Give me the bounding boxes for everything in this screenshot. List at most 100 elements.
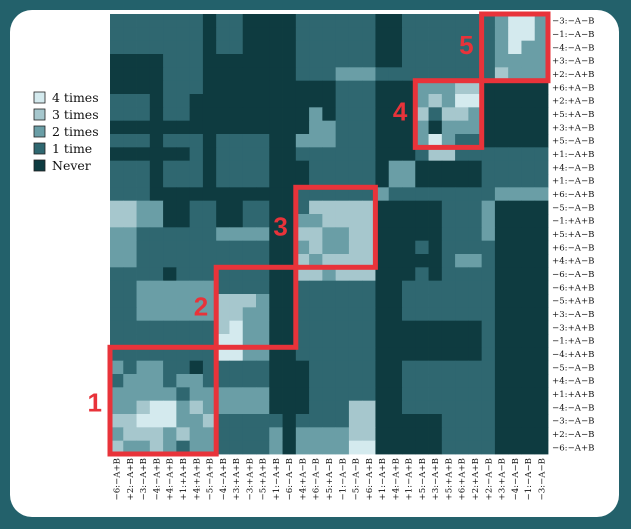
heatmap-cell <box>415 14 429 28</box>
heatmap-cell <box>189 227 204 242</box>
heatmap-cell <box>229 120 244 135</box>
highlight-block <box>213 264 299 350</box>
heatmap-cell <box>441 120 456 135</box>
heatmap-cell <box>428 80 443 95</box>
heatmap-cell <box>295 227 310 242</box>
heatmap-cell <box>481 280 496 295</box>
heatmap-cell <box>202 440 217 455</box>
heatmap-cell <box>242 320 257 335</box>
heatmap-cell <box>269 187 283 202</box>
heatmap-cell <box>322 120 337 135</box>
heatmap-cell <box>136 307 151 322</box>
heatmap-cell <box>362 360 376 375</box>
heatmap-cell <box>149 160 164 175</box>
heatmap-cell <box>123 80 137 95</box>
heatmap-cell <box>415 94 429 108</box>
heatmap-cell <box>534 134 549 148</box>
heatmap-cell <box>481 214 496 228</box>
heatmap-cell <box>136 280 151 295</box>
y-tick-label: +4:−A−B <box>552 163 595 173</box>
heatmap-cell <box>335 347 350 362</box>
heatmap-cell <box>295 160 310 175</box>
heatmap-cell <box>428 267 443 282</box>
heatmap-cell <box>455 240 469 255</box>
heatmap-cell <box>388 240 403 255</box>
heatmap-cell <box>455 187 469 202</box>
heatmap-cell <box>388 360 403 375</box>
heatmap-cell <box>508 254 522 268</box>
heatmap-cell <box>123 280 137 295</box>
heatmap-cell <box>163 307 177 322</box>
heatmap-cell <box>375 440 390 455</box>
heatmap-cell <box>388 414 403 428</box>
heatmap-cell <box>402 387 416 402</box>
heatmap-cell <box>348 94 363 108</box>
heatmap-cell <box>441 400 456 415</box>
heatmap-cell <box>123 414 137 428</box>
heatmap-cell <box>415 187 429 202</box>
heatmap-cell <box>481 400 496 415</box>
heatmap-cell <box>189 360 204 375</box>
heatmap-cell <box>335 320 350 335</box>
heatmap-cell <box>375 14 390 28</box>
heatmap-cell <box>375 360 390 375</box>
heatmap-cell <box>508 267 522 282</box>
heatmap-cell <box>269 360 283 375</box>
heatmap-cell <box>282 240 297 255</box>
heatmap-cell <box>123 67 137 82</box>
heatmap-cell <box>295 120 310 135</box>
heatmap-cell <box>322 14 337 28</box>
heatmap-cell <box>362 387 376 402</box>
heatmap-cell <box>136 427 151 442</box>
legend-swatch <box>33 91 46 104</box>
heatmap-cell <box>348 200 363 215</box>
heatmap-cell <box>375 40 390 55</box>
heatmap-cell <box>123 254 137 268</box>
heatmap-cell <box>335 360 350 375</box>
heatmap-cell <box>189 307 204 322</box>
heatmap-cell <box>123 147 137 162</box>
heatmap-cell <box>428 200 443 215</box>
heatmap-cell <box>229 107 244 122</box>
heatmap-cell <box>202 280 217 295</box>
heatmap-cell <box>348 14 363 28</box>
heatmap-cell <box>322 80 337 95</box>
heatmap-cell <box>123 27 137 42</box>
heatmap-cell <box>282 360 297 375</box>
heatmap-cell <box>375 54 390 68</box>
heatmap-cell <box>362 334 376 348</box>
heatmap-cell <box>508 227 522 242</box>
heatmap-cell <box>494 374 509 388</box>
heatmap-cell <box>402 214 416 228</box>
heatmap-cell <box>149 347 164 362</box>
heatmap-cell <box>295 134 310 148</box>
heatmap-cell <box>123 214 137 228</box>
heatmap-cell <box>375 120 390 135</box>
heatmap-cell <box>216 414 230 428</box>
heatmap-cell <box>295 347 310 362</box>
heatmap-cell <box>362 227 376 242</box>
heatmap-cell <box>229 400 244 415</box>
x-tick-label: +2:−A+B <box>126 458 136 501</box>
heatmap-cell <box>216 80 230 95</box>
heatmap-cell <box>256 427 270 442</box>
heatmap-cell <box>335 214 350 228</box>
heatmap-cell <box>335 80 350 95</box>
y-tick-label: +2:−A+B <box>552 70 595 80</box>
heatmap-cell <box>242 227 257 242</box>
legend-swatch <box>33 125 46 138</box>
heatmap-cell <box>269 14 283 28</box>
heatmap-cell <box>428 54 443 68</box>
heatmap-cell <box>402 14 416 28</box>
heatmap-cell <box>295 80 310 95</box>
heatmap-cell <box>455 427 469 442</box>
heatmap-cell <box>282 307 297 322</box>
heatmap-cell <box>136 40 151 55</box>
heatmap-cell <box>269 134 283 148</box>
heatmap-cell <box>481 227 496 242</box>
heatmap-cell <box>388 67 403 82</box>
heatmap-cell <box>136 147 151 162</box>
heatmap-cell <box>176 174 191 188</box>
heatmap-cell <box>402 94 416 108</box>
heatmap-cell <box>256 267 270 282</box>
